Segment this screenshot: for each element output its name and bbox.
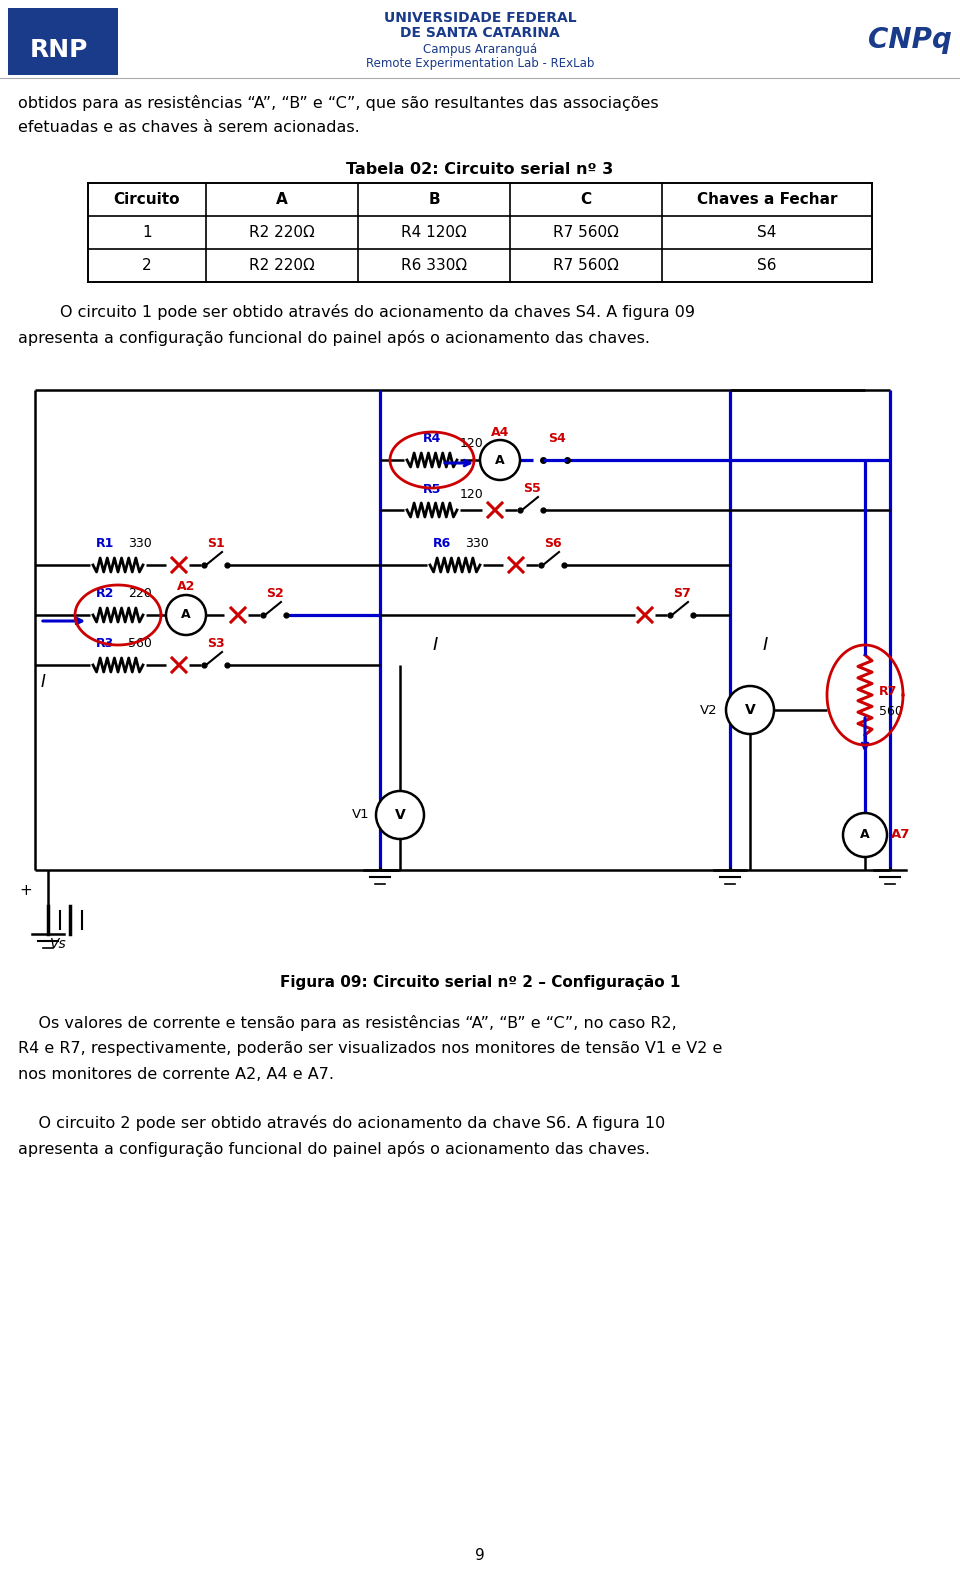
Text: Vs: Vs [50, 937, 67, 951]
Text: 560: 560 [128, 637, 152, 650]
Text: UNIVERSIDADE FEDERAL: UNIVERSIDADE FEDERAL [384, 11, 576, 25]
Text: S3: S3 [207, 637, 225, 650]
Text: A: A [495, 454, 505, 466]
Text: S5: S5 [523, 482, 540, 495]
Text: efetuadas e as chaves à serem acionadas.: efetuadas e as chaves à serem acionadas. [18, 119, 360, 135]
Text: apresenta a configuração funcional do painel após o acionamento das chaves.: apresenta a configuração funcional do pa… [18, 330, 650, 345]
Text: B: B [428, 192, 440, 207]
Text: V1: V1 [352, 809, 370, 821]
Text: V: V [745, 703, 756, 717]
Text: Tabela 02: Circuito serial nº 3: Tabela 02: Circuito serial nº 3 [347, 162, 613, 177]
Text: S7: S7 [673, 587, 691, 600]
Circle shape [166, 595, 206, 634]
Text: Chaves a Fechar: Chaves a Fechar [697, 192, 837, 207]
Text: S2: S2 [266, 587, 284, 600]
Text: 120: 120 [460, 436, 484, 451]
Bar [8, 8, 118, 75]
Text: nos monitores de corrente A2, A4 e A7.: nos monitores de corrente A2, A4 e A7. [18, 1068, 334, 1082]
Text: R2 220Ω: R2 220Ω [250, 257, 315, 273]
Text: R7 560Ω: R7 560Ω [553, 225, 619, 240]
Text: V: V [395, 809, 405, 823]
Text: DE SANTA CATARINA: DE SANTA CATARINA [400, 27, 560, 39]
Text: 330: 330 [128, 537, 152, 550]
Text: RNP: RNP [30, 38, 88, 61]
Text: apresenta a configuração funcional do painel após o acionamento das chaves.: apresenta a configuração funcional do pa… [18, 1141, 650, 1157]
Text: R4 120Ω: R4 120Ω [401, 225, 467, 240]
Text: Circuito: Circuito [113, 192, 180, 207]
Text: R4: R4 [422, 432, 442, 444]
Text: R2: R2 [96, 587, 114, 600]
Text: 560: 560 [879, 705, 902, 717]
Text: A: A [181, 609, 191, 622]
Text: 2: 2 [142, 257, 152, 273]
Text: A4: A4 [491, 425, 509, 440]
Text: +: + [19, 882, 33, 898]
Text: R7 560Ω: R7 560Ω [553, 257, 619, 273]
Text: O circuito 1 pode ser obtido através do acionamento da chaves S4. A figura 09: O circuito 1 pode ser obtido através do … [60, 305, 695, 320]
Text: A2: A2 [177, 579, 195, 593]
Text: A: A [276, 192, 288, 207]
Text: obtidos para as resistências “A”, “B” e “C”, que são resultantes das associações: obtidos para as resistências “A”, “B” e … [18, 96, 659, 111]
Text: Campus Araranguá: Campus Araranguá [423, 42, 537, 55]
Text: R4 e R7, respectivamente, poderão ser visualizados nos monitores de tensão V1 e : R4 e R7, respectivamente, poderão ser vi… [18, 1041, 722, 1057]
Text: R6: R6 [433, 537, 451, 550]
Text: 120: 120 [460, 488, 484, 501]
Text: Os valores de corrente e tensão para as resistências “A”, “B” e “C”, no caso R2,: Os valores de corrente e tensão para as … [18, 1014, 677, 1031]
Bar [88, 184, 872, 283]
Text: S4: S4 [757, 225, 777, 240]
Text: 330: 330 [465, 537, 489, 550]
Text: R5: R5 [422, 484, 442, 496]
Circle shape [480, 440, 520, 480]
Text: R7: R7 [879, 685, 898, 699]
Text: R3: R3 [96, 637, 114, 650]
Circle shape [726, 686, 774, 735]
Text: Remote Experimentation Lab - RExLab: Remote Experimentation Lab - RExLab [366, 57, 594, 69]
Text: V2: V2 [701, 703, 718, 716]
Text: CNPq: CNPq [868, 27, 952, 53]
Circle shape [843, 813, 887, 857]
Text: C: C [581, 192, 591, 207]
Text: A7: A7 [891, 829, 910, 842]
Text: A: A [860, 829, 870, 842]
Text: S6: S6 [757, 257, 777, 273]
Text: S6: S6 [544, 537, 562, 550]
Text: Figura 09: Circuito serial nº 2 – Configuração 1: Figura 09: Circuito serial nº 2 – Config… [279, 975, 681, 991]
Text: 220: 220 [128, 587, 152, 600]
Text: S4: S4 [548, 432, 565, 444]
Text: 9: 9 [475, 1548, 485, 1564]
Text: R6 330Ω: R6 330Ω [401, 257, 468, 273]
Text: I: I [762, 636, 768, 655]
Text: O circuito 2 pode ser obtido através do acionamento da chave S6. A figura 10: O circuito 2 pode ser obtido através do … [18, 1115, 665, 1130]
Text: 1: 1 [142, 225, 152, 240]
Text: I: I [40, 674, 45, 691]
Text: I: I [432, 636, 438, 655]
Text: S1: S1 [207, 537, 225, 550]
Text: R2 220Ω: R2 220Ω [250, 225, 315, 240]
Circle shape [376, 791, 424, 838]
Text: R1: R1 [96, 537, 114, 550]
